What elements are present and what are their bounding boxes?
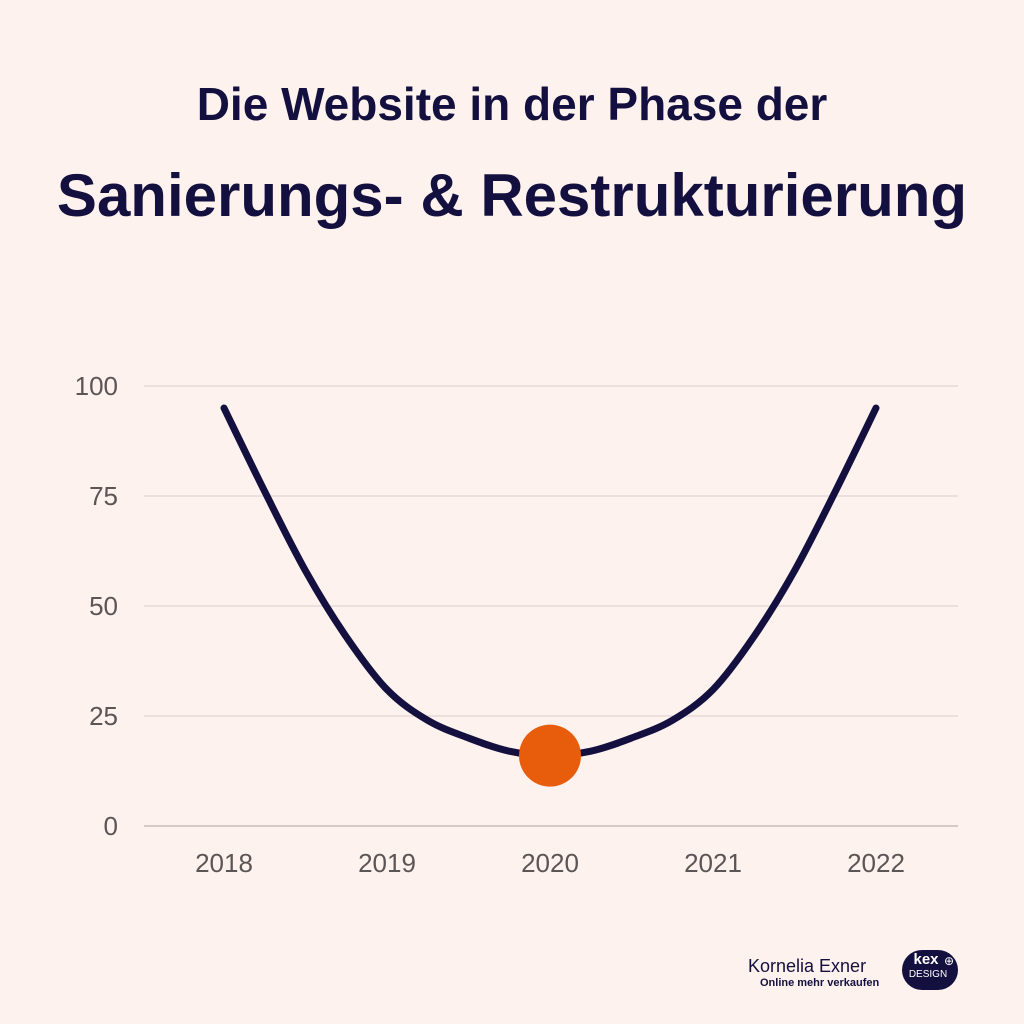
x-tick-label: 2020 [521,848,579,878]
y-tick-label: 25 [89,701,118,731]
x-tick-label: 2022 [847,848,905,878]
brand-name: Kornelia Exner [748,956,867,976]
title-line-1: Die Website in der Phase der [196,78,828,130]
y-tick-label: 50 [89,591,118,621]
y-tick-label: 0 [104,811,118,841]
y-tick-labels: 0 25 50 75 100 [75,371,118,841]
crosshair-icon: ⊕ [944,954,955,968]
brand-logo-top-text: kex [913,951,939,968]
x-tick-label: 2019 [358,848,416,878]
grid-lines [144,385,958,827]
title-line-2: Sanierungs- & Restrukturierung [56,162,968,229]
brand-tagline: Online mehr verkaufen [760,977,880,989]
brand-logo-bottom-text: DESIGN [908,969,948,980]
highlight-point [519,724,581,787]
series-line [220,404,880,760]
x-tick-label: 2021 [684,848,742,878]
highlight-layer [519,724,581,787]
branding: Kornelia Exner Online mehr verkaufen kex… [748,950,960,996]
x-tick-labels: 2018 2019 2020 2021 2022 [195,848,905,878]
y-tick-label: 100 [75,371,118,401]
y-tick-label: 75 [89,481,118,511]
series-layer [220,404,880,760]
brand-logo: kex DESIGN ⊕ [902,950,958,990]
x-tick-label: 2018 [195,848,253,878]
